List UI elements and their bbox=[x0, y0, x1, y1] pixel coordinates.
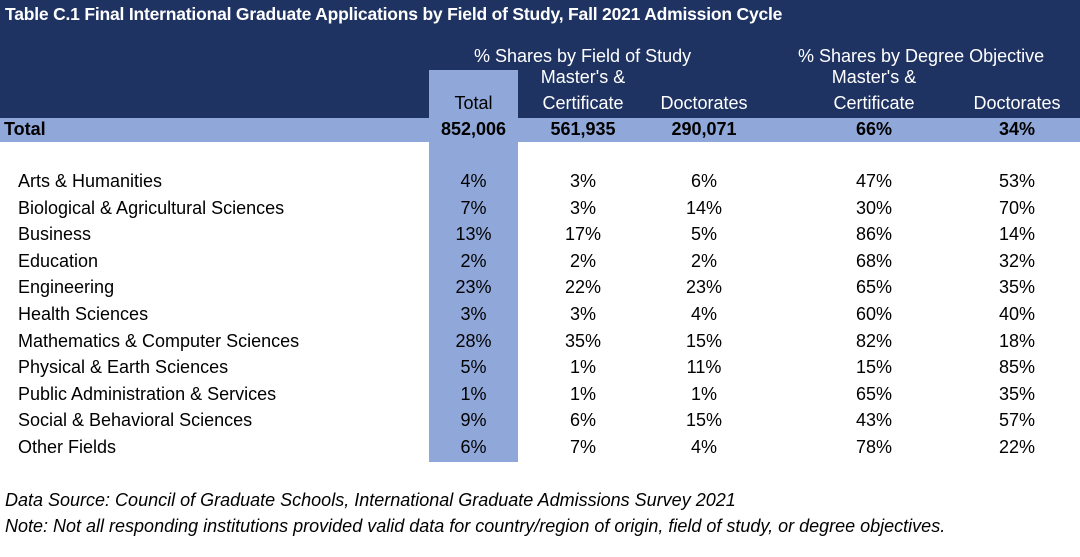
table-cell: 4% bbox=[460, 171, 487, 191]
table-cell: 3% bbox=[460, 304, 487, 324]
table-cell: 1% bbox=[460, 384, 487, 404]
table-cell: 15% bbox=[685, 410, 723, 430]
table-cell: 57% bbox=[998, 410, 1036, 430]
table-cell: 6% bbox=[460, 437, 487, 457]
row-label: Public Administration & Services bbox=[18, 384, 277, 404]
group-header-field-of-study: % Shares by Field of Study bbox=[474, 46, 692, 66]
table-cell: 7% bbox=[460, 198, 487, 218]
total-column-header-bg bbox=[429, 70, 518, 118]
row-label: Engineering bbox=[18, 277, 115, 297]
data-source-note: Data Source: Council of Graduate Schools… bbox=[5, 490, 736, 510]
table-cell: 15% bbox=[855, 357, 893, 377]
table-title: Table C.1 Final International Graduate A… bbox=[5, 4, 783, 24]
col-header-degree-doctorates: Doctorates bbox=[973, 93, 1061, 113]
table-cell: 78% bbox=[855, 437, 893, 457]
table-cell: 3% bbox=[569, 304, 596, 324]
row-label: Education bbox=[18, 251, 99, 271]
table-cell: 4% bbox=[690, 304, 717, 324]
table-cell: 82% bbox=[855, 331, 893, 351]
table-cell: 28% bbox=[455, 331, 492, 351]
table-cell: 35% bbox=[998, 277, 1036, 297]
table-cell: 35% bbox=[564, 331, 602, 351]
header-band bbox=[0, 30, 1080, 118]
table-cell: 22% bbox=[998, 437, 1036, 457]
table-cell: 13% bbox=[455, 224, 492, 244]
total-row-value: 290,071 bbox=[671, 119, 737, 139]
table-cell: 35% bbox=[998, 384, 1036, 404]
table-cell: 2% bbox=[690, 251, 717, 271]
row-label: Arts & Humanities bbox=[18, 171, 163, 191]
table-cell: 7% bbox=[569, 437, 596, 457]
row-label: Biological & Agricultural Sciences bbox=[18, 198, 285, 218]
col-header-field-doctorates: Doctorates bbox=[660, 93, 748, 113]
table-cell: 11% bbox=[686, 357, 722, 377]
table-cell: 15% bbox=[685, 331, 723, 351]
row-label: Physical & Earth Sciences bbox=[18, 357, 229, 377]
footnote: Note: Not all responding institutions pr… bbox=[5, 516, 946, 536]
table-cell: 43% bbox=[855, 410, 893, 430]
table-cell: 23% bbox=[685, 277, 723, 297]
table-cell: 17% bbox=[564, 224, 602, 244]
table-cell: 6% bbox=[690, 171, 717, 191]
total-row-value: 561,935 bbox=[550, 119, 616, 139]
total-row-value: 852,006 bbox=[440, 119, 507, 139]
table-cell: 3% bbox=[569, 198, 596, 218]
table-cell: 2% bbox=[460, 251, 487, 271]
row-label: Social & Behavioral Sciences bbox=[18, 410, 253, 430]
title-bar bbox=[0, 0, 1080, 30]
row-label: Mathematics & Computer Sciences bbox=[18, 331, 300, 351]
table-cell: 86% bbox=[855, 224, 893, 244]
col-header-total: Total bbox=[454, 93, 493, 113]
table-cell: 3% bbox=[569, 171, 596, 191]
col-header-degree-masters-line1: Master's & bbox=[831, 67, 917, 87]
table-cell: 6% bbox=[569, 410, 596, 430]
table-cell: 30% bbox=[855, 198, 893, 218]
table-cell: 2% bbox=[569, 251, 596, 271]
table-cell: 65% bbox=[855, 277, 893, 297]
table-cell: 70% bbox=[998, 198, 1036, 218]
table-cell: 1% bbox=[569, 357, 596, 377]
table-cell: 47% bbox=[855, 171, 893, 191]
table-cell: 1% bbox=[690, 384, 717, 404]
table-cell: 40% bbox=[998, 304, 1036, 324]
total-column-highlight bbox=[429, 142, 518, 462]
row-label: Other Fields bbox=[18, 437, 117, 457]
table-cell: 9% bbox=[460, 410, 487, 430]
table-cell: 18% bbox=[998, 331, 1036, 351]
table-cell: 5% bbox=[690, 224, 717, 244]
table-cell: 14% bbox=[998, 224, 1036, 244]
table-cell: 1% bbox=[569, 384, 596, 404]
table-cell: 22% bbox=[564, 277, 602, 297]
total-row-label: Total bbox=[4, 119, 46, 139]
table-cell: 32% bbox=[998, 251, 1036, 271]
table-cell: 65% bbox=[855, 384, 893, 404]
col-header-field-masters-line2: Certificate bbox=[542, 93, 624, 113]
table-cell: 14% bbox=[685, 198, 723, 218]
table-cell: 60% bbox=[855, 304, 893, 324]
table-cell: 85% bbox=[998, 357, 1036, 377]
row-label: Health Sciences bbox=[18, 304, 149, 324]
table-cell: 23% bbox=[455, 277, 492, 297]
table-cell: 4% bbox=[690, 437, 717, 457]
table-cell: 5% bbox=[460, 357, 487, 377]
group-header-degree-objective: % Shares by Degree Objective bbox=[798, 46, 1045, 66]
table-cell: 68% bbox=[855, 251, 893, 271]
col-header-degree-masters-line2: Certificate bbox=[833, 93, 915, 113]
total-row-bg bbox=[0, 118, 1080, 142]
total-row-value: 34% bbox=[998, 119, 1036, 139]
total-row-value: 66% bbox=[855, 119, 893, 139]
row-label: Business bbox=[18, 224, 92, 244]
col-header-field-masters-line1: Master's & bbox=[540, 67, 626, 87]
table-cell: 53% bbox=[998, 171, 1036, 191]
